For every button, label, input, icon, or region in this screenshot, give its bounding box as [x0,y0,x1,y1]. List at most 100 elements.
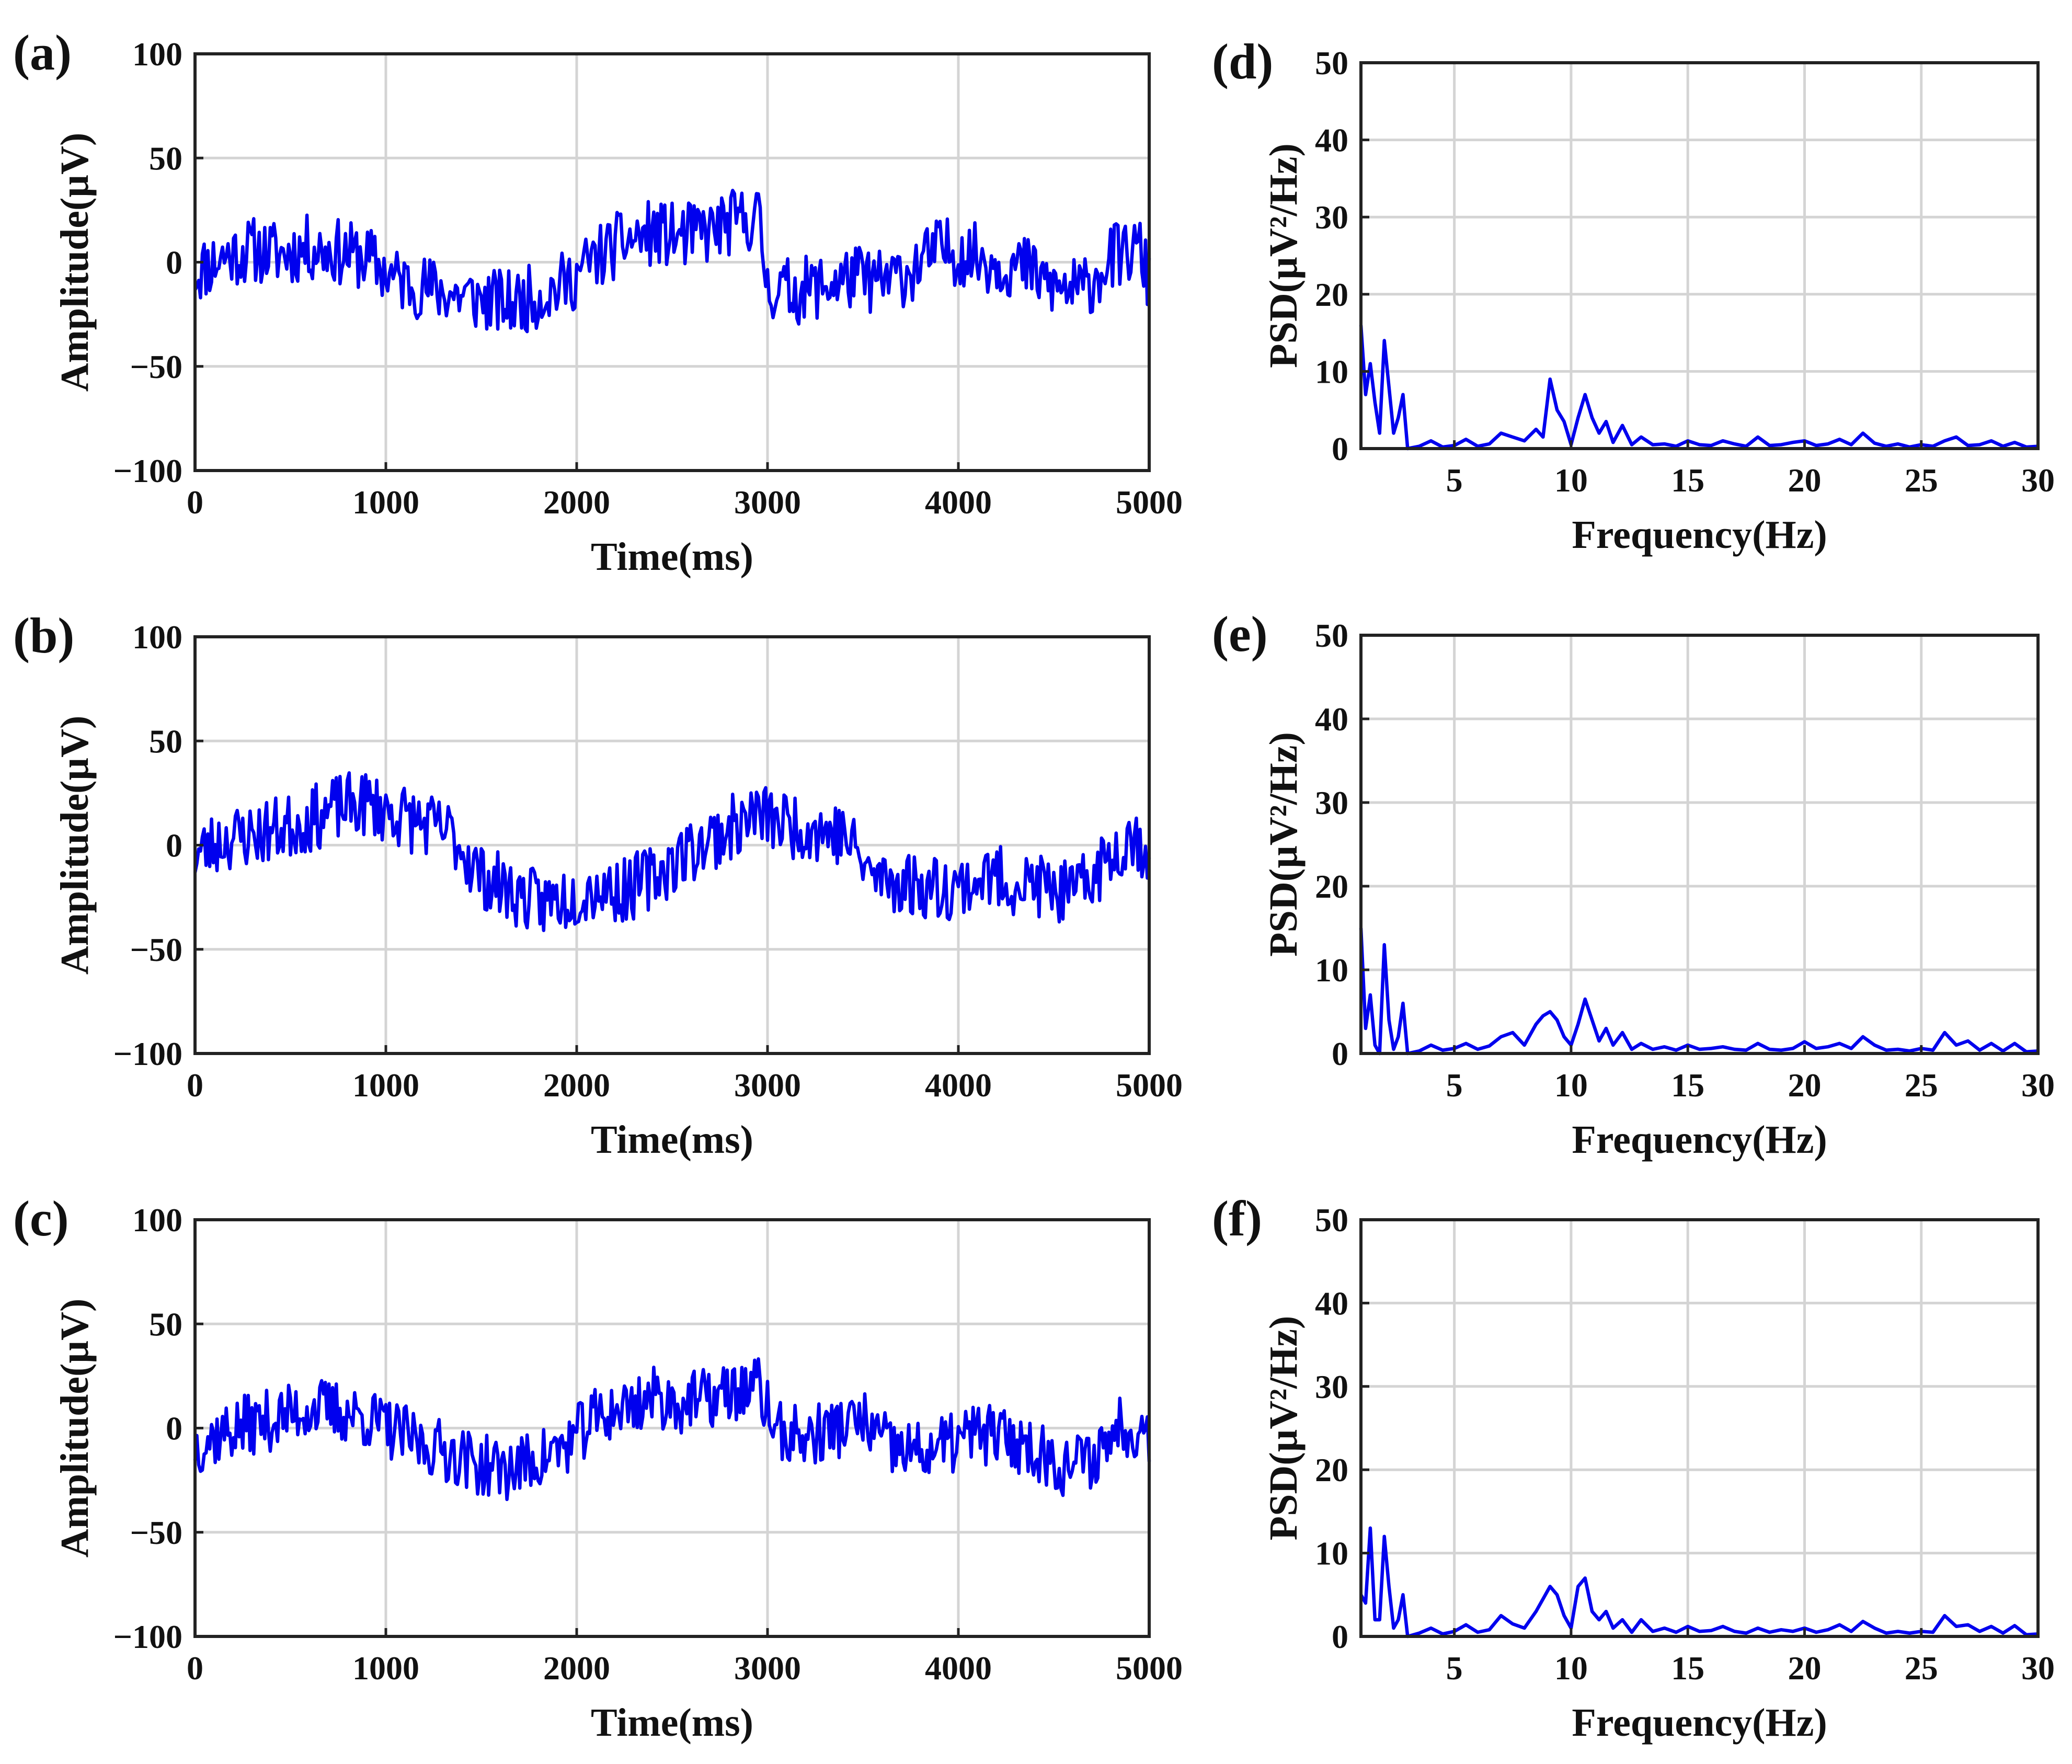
x-tick-label: 15 [1671,1650,1704,1687]
y-axis-title: Amplitude(µV) [53,716,97,975]
x-tick-label: 25 [1905,1650,1938,1687]
x-tick-label: 15 [1671,1067,1704,1104]
y-tick-label: 20 [1315,868,1348,905]
x-axis-title: Time(ms) [591,1118,753,1162]
y-tick-label: 10 [1315,952,1348,989]
y-tick-label: 100 [132,1201,182,1239]
x-tick-label: 5 [1446,1650,1463,1687]
panel-d: 5 10 15 20 25 30 0 10 20 30 40 50 Frequency(Hz) PSD(µ… [1212,33,2055,557]
x-tick-label: 0 [187,1067,203,1104]
x-axis-title: Time(ms) [591,1701,753,1745]
y-tick-label: 10 [1315,1535,1348,1572]
y-axis-title: Amplitude(µV) [53,1299,97,1558]
y-tick-label: 0 [166,827,182,864]
data-series-line [1359,927,2039,1056]
x-tick-label: 5 [1446,462,1463,499]
x-tick-label: 4000 [925,1650,992,1687]
x-tick-label: 20 [1788,1650,1821,1687]
x-tick-label: 25 [1905,462,1938,499]
x-tick-label: 5 [1446,1067,1463,1104]
x-tick-label: 10 [1554,462,1588,499]
y-tick-label: 0 [166,1410,182,1447]
y-tick-label: 50 [149,140,182,177]
x-tick-label: 1000 [352,1067,419,1104]
x-tick-label: 30 [2021,1650,2055,1687]
panel-label: (c) [13,1190,69,1246]
y-tick-label: 20 [1315,276,1348,313]
x-tick-label: 15 [1671,462,1704,499]
x-tick-label: 5000 [1116,484,1183,521]
plot-area [1361,63,2038,449]
x-tick-label: 4000 [925,1067,992,1104]
x-tick-label: 20 [1788,462,1821,499]
x-tick-label: 30 [2021,462,2055,499]
x-tick-label: 30 [2021,1067,2055,1104]
y-tick-label: 0 [166,244,182,281]
y-tick-label: 50 [1315,1201,1348,1239]
x-tick-label: 5000 [1116,1067,1183,1104]
panel-label: (b) [13,608,74,663]
x-tick-label: 10 [1554,1067,1588,1104]
y-tick-label: −100 [113,452,182,489]
data-series-line [1359,1526,2039,1639]
x-tick-label: 3000 [734,1067,801,1104]
y-tick-label: −50 [130,1514,182,1551]
x-axis-title: Frequency(Hz) [1572,1701,1827,1745]
data-series-line [193,771,1151,932]
x-tick-label: 0 [187,484,203,521]
x-tick-label: 2000 [543,484,610,521]
panel-b: 0 1000 2000 3000 4000 5000 −100 −50 0 50 100 Time(m… [13,608,1183,1162]
y-tick-label: 50 [1315,44,1348,82]
x-tick-label: 2000 [543,1650,610,1687]
y-tick-label: 40 [1315,122,1348,159]
panel-f: 5 10 15 20 25 30 0 10 20 30 40 50 Frequency(Hz) PSD(µ… [1212,1190,2055,1745]
x-tick-label: 3000 [734,1650,801,1687]
y-tick-label: 50 [1315,617,1348,654]
panel-label: (a) [13,25,72,81]
panel-e: 5 10 15 20 25 30 0 10 20 30 40 50 Frequency(Hz) PSD(µ… [1212,606,2055,1162]
axes-frame [1359,634,2040,1055]
y-tick-label: −50 [130,931,182,968]
y-axis-title: PSD(µV²/Hz) [1262,732,1306,957]
x-tick-label: 5000 [1116,1650,1183,1687]
y-axis-title: PSD(µV²/Hz) [1262,143,1306,368]
panel-label: (f) [1212,1190,1262,1246]
panel-label: (d) [1212,33,1273,89]
data-series-line [193,1357,1151,1502]
x-tick-label: 4000 [925,484,992,521]
plot-area [1361,635,2038,1053]
y-axis-title: PSD(µV²/Hz) [1262,1316,1306,1541]
data-series-line [193,189,1151,334]
x-tick-label: 10 [1554,1650,1588,1687]
y-tick-label: −100 [113,1618,182,1655]
x-tick-label: 2000 [543,1067,610,1104]
y-tick-label: 30 [1315,784,1348,821]
x-tick-label: 1000 [352,1650,419,1687]
x-axis-title: Time(ms) [591,535,753,579]
y-tick-label: 30 [1315,199,1348,236]
panel-c: 0 1000 2000 3000 4000 5000 −100 −50 0 50 100 Time(m… [13,1190,1183,1745]
y-tick-label: 40 [1315,1285,1348,1322]
y-tick-label: 100 [132,618,182,656]
panel-label: (e) [1212,606,1268,662]
x-tick-label: 0 [187,1650,203,1687]
x-tick-label: 3000 [734,484,801,521]
y-tick-label: 50 [149,1305,182,1343]
data-series-line [1359,325,2039,451]
y-tick-label: 50 [149,723,182,760]
x-axis-title: Frequency(Hz) [1572,513,1827,557]
x-tick-label: 25 [1905,1067,1938,1104]
y-axis-title: Amplitude(µV) [53,133,97,392]
x-axis-title: Frequency(Hz) [1572,1118,1827,1162]
y-tick-label: 0 [1332,1035,1348,1072]
panel-a: 0 1000 2000 3000 4000 5000 −100 −50 0 50 100 Time(m… [13,25,1183,579]
y-tick-label: 0 [1332,430,1348,467]
y-tick-label: −50 [130,348,182,385]
x-tick-label: 1000 [352,484,419,521]
y-tick-label: 20 [1315,1451,1348,1488]
plot-area [1361,1220,2038,1636]
y-tick-label: 10 [1315,353,1348,390]
y-tick-label: 30 [1315,1368,1348,1405]
y-tick-label: 0 [1332,1618,1348,1655]
